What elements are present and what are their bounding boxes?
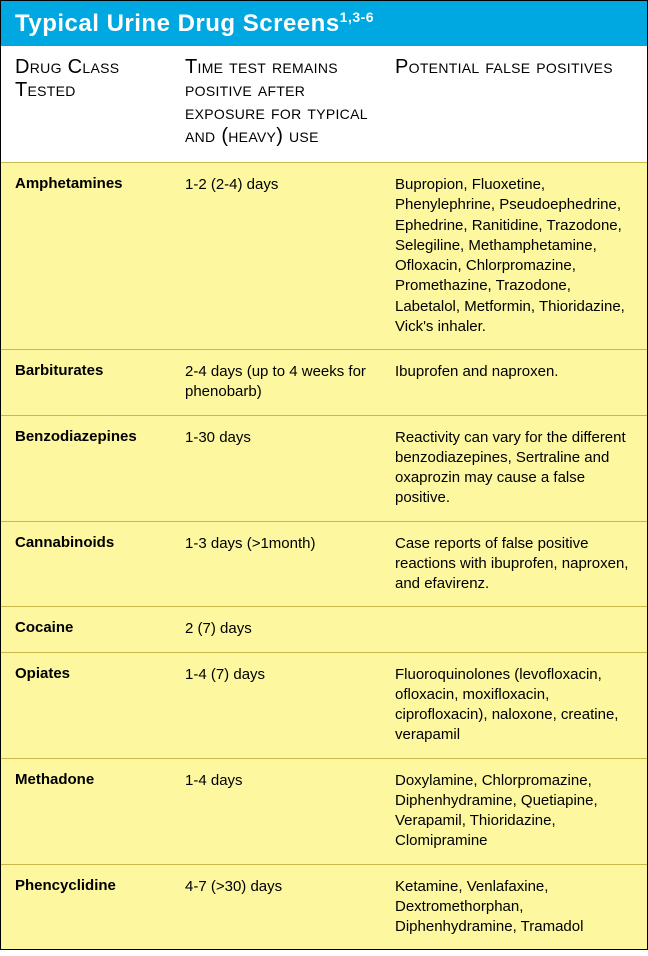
drug-class-cell: Amphetamines (15, 175, 185, 337)
time-cell: 1-3 days (>1month) (185, 534, 395, 595)
header-drug-class: Drug Class Tested (15, 56, 185, 148)
time-cell: 2 (7) days (185, 619, 395, 639)
table-header-row: Drug Class Tested Time test remains posi… (1, 46, 647, 163)
header-time: Time test remains positive after exposur… (185, 56, 395, 148)
table-row: Methadone1-4 daysDoxylamine, Chlorpromaz… (1, 759, 647, 865)
time-cell: 1-2 (2-4) days (185, 175, 395, 337)
drug-screen-table: Typical Urine Drug Screens1,3-6 Drug Cla… (0, 0, 648, 950)
table-row: Benzodiazepines1-30 daysReactivity can v… (1, 416, 647, 522)
table-row: Barbiturates2-4 days (up to 4 weeks for … (1, 350, 647, 416)
time-cell: 1-30 days (185, 428, 395, 509)
table-body: Amphetamines1-2 (2-4) daysBupropion, Flu… (1, 163, 647, 949)
false-positives-cell (395, 619, 633, 639)
table-title-refs: 1,3-6 (340, 9, 374, 25)
false-positives-cell: Case reports of false positive reactions… (395, 534, 633, 595)
table-row: Amphetamines1-2 (2-4) daysBupropion, Flu… (1, 163, 647, 350)
time-cell: 1-4 days (185, 771, 395, 852)
header-false-positives: Potential false positives (395, 56, 633, 148)
drug-class-cell: Cocaine (15, 619, 185, 639)
drug-class-cell: Barbiturates (15, 362, 185, 403)
table-row: Cannabinoids1-3 days (>1month)Case repor… (1, 522, 647, 608)
table-title-bar: Typical Urine Drug Screens1,3-6 (1, 1, 647, 46)
false-positives-cell: Fluoroquinolones (levofloxacin, ofloxaci… (395, 665, 633, 746)
time-cell: 2-4 days (up to 4 weeks for phenobarb) (185, 362, 395, 403)
drug-class-cell: Opiates (15, 665, 185, 746)
time-cell: 1-4 (7) days (185, 665, 395, 746)
table-title: Typical Urine Drug Screens (15, 10, 340, 37)
false-positives-cell: Doxylamine, Chlorpromazine, Diphenhydram… (395, 771, 633, 852)
table-row: Opiates1-4 (7) daysFluoroquinolones (lev… (1, 653, 647, 759)
table-row: Phencyclidine4-7 (>30) daysKetamine, Ven… (1, 865, 647, 950)
drug-class-cell: Cannabinoids (15, 534, 185, 595)
time-cell: 4-7 (>30) days (185, 877, 395, 938)
table-row: Cocaine2 (7) days (1, 607, 647, 652)
false-positives-cell: Bupropion, Fluoxetine, Phenylephrine, Ps… (395, 175, 633, 337)
false-positives-cell: Ibuprofen and naproxen. (395, 362, 633, 403)
false-positives-cell: Ketamine, Venlafaxine, Dextromethorphan,… (395, 877, 633, 938)
false-positives-cell: Reactivity can vary for the different be… (395, 428, 633, 509)
drug-class-cell: Phencyclidine (15, 877, 185, 938)
drug-class-cell: Benzodiazepines (15, 428, 185, 509)
drug-class-cell: Methadone (15, 771, 185, 852)
